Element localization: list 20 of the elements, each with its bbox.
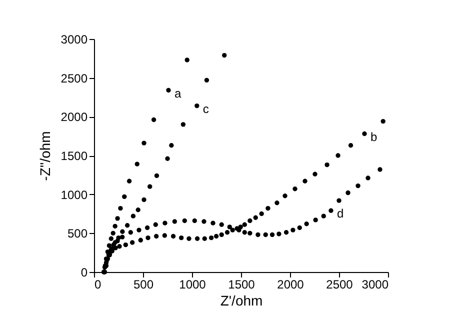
x-tick-label: 2000 [277,278,304,292]
annotation: d [336,206,344,221]
x-tick-label: 0 [94,278,102,292]
y-tick-label: 2000 [60,110,88,124]
x-tick-label: 3000 [362,278,389,292]
annotation: a [174,86,182,100]
y-tick-label: 500 [67,226,88,241]
y-tick-label: 0 [80,266,88,280]
x-axis-title: Z'/ohm [220,292,263,308]
x-tick-label: 500 [133,278,154,292]
y-tick-label: 1000 [60,188,88,202]
y-axis-title: -Z''/ohm [36,131,53,181]
x-tick-label: 1000 [179,278,206,292]
y-tick-label: 2500 [60,71,88,86]
x-tick-label: 2500 [326,278,354,292]
annotation: b [370,130,378,144]
x-tick-label: 1500 [228,278,256,292]
y-tick-label: 3000 [60,32,88,46]
annotation: c [202,102,209,116]
y-tick-label: 1500 [60,149,88,163]
